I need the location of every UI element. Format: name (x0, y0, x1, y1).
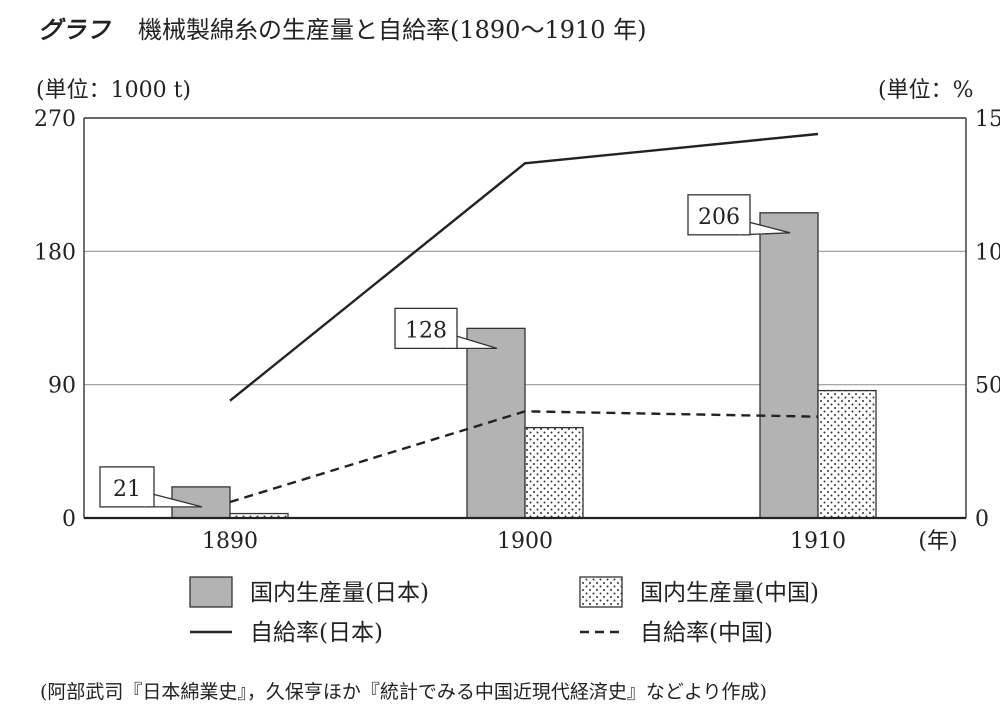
source-note: (阿部武司『日本綿業史』，久保亨ほか『統計でみる中国近現代経済史』などより作成) (40, 681, 767, 703)
right-tick-label: 0 (975, 507, 989, 532)
callout-join (738, 220, 746, 235)
legend-item: 自給率(中国) (580, 620, 773, 646)
left-tick-label: 0 (62, 507, 76, 532)
legend-item: 国内生産量(日本) (189, 576, 429, 608)
right-tick-label: 100 (975, 240, 1000, 265)
data-label-callout: 21 (99, 466, 203, 508)
data-label: 128 (405, 318, 447, 343)
right-tick-label: 150 (975, 107, 1000, 132)
callout-pointer (447, 333, 498, 350)
figure-label: グラフ (38, 16, 110, 44)
line-self-sufficiency-japan (229, 132, 819, 402)
left-tick-label: 90 (48, 374, 76, 399)
x-tick-label: 1890 (202, 529, 258, 554)
legend-item: 自給率(日本) (190, 620, 383, 646)
legend-label: 自給率(日本) (250, 620, 383, 646)
left-tick-label: 180 (34, 240, 76, 265)
left-axis-unit: (単位：1000 t) (36, 78, 191, 103)
callout-box (394, 307, 458, 350)
x-tick-label: 1910 (790, 529, 846, 554)
bar-china (817, 389, 877, 519)
left-tick-label: 270 (34, 107, 76, 132)
callout-box (687, 194, 751, 236)
data-label-callout: 128 (394, 307, 498, 350)
callout-pointer (144, 492, 203, 508)
data-label: 206 (698, 205, 740, 230)
callout-join (445, 334, 453, 349)
right-axis-unit: (単位：% (878, 78, 974, 103)
chart-title: グラフ 機械製綿糸の生産量と自給率(1890〜1910 年) (38, 10, 647, 45)
right-tick-label: 50 (975, 374, 1000, 399)
legend-label: 国内生産量(日本) (250, 580, 429, 606)
bar-china (524, 426, 584, 519)
figure-title: 機械製綿糸の生産量と自給率(1890〜1910 年) (138, 16, 647, 44)
callout-pointer (739, 220, 791, 236)
callout-join (142, 492, 150, 507)
legend-swatch-china-bar (579, 576, 623, 608)
legend-item: 国内生産量(中国) (579, 576, 819, 608)
x-tick-label: 1900 (497, 529, 553, 554)
data-label-callout: 206 (687, 194, 791, 236)
legend-label: 自給率(中国) (640, 620, 773, 646)
legend-swatch-japan-bar (189, 576, 233, 608)
line-self-sufficiency-china (229, 410, 819, 504)
data-label: 21 (113, 477, 141, 502)
bar-japan (466, 327, 526, 519)
x-unit-label: (年) (918, 529, 957, 554)
bar-japan (759, 212, 819, 519)
legend-label: 国内生産量(中国) (640, 580, 819, 606)
